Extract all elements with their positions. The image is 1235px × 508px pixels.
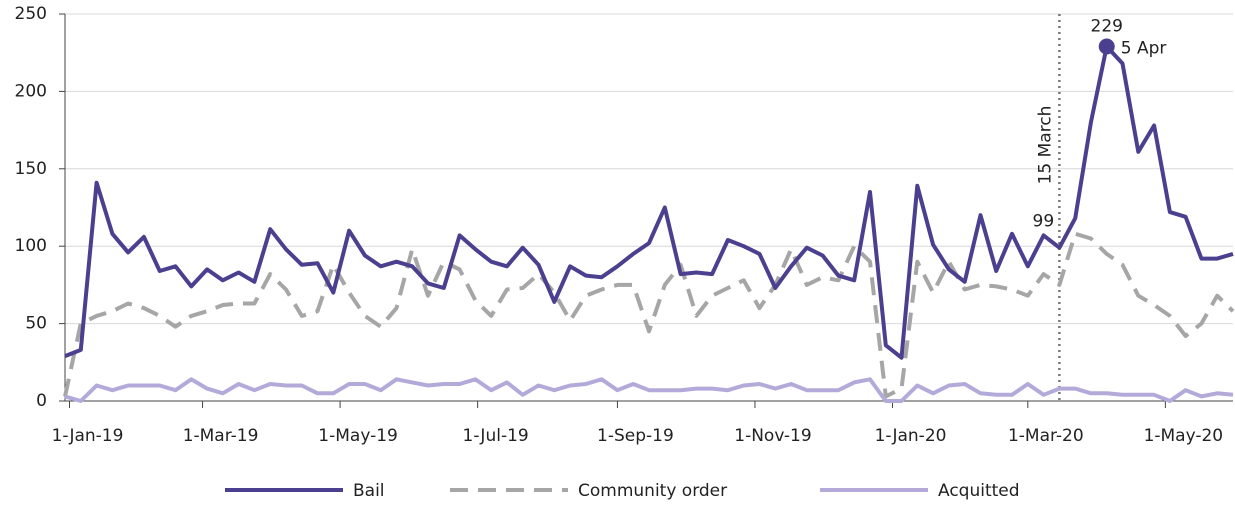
x-tick-label: 1-Mar-19 <box>183 426 259 446</box>
x-tick-label: 1-May-20 <box>1144 426 1224 446</box>
y-tick-label: 100 <box>15 236 47 256</box>
y-tick-label: 50 <box>25 314 47 334</box>
annotation: 5 Apr <box>1121 39 1167 59</box>
series-line <box>64 377 1234 403</box>
series-line <box>63 231 1235 399</box>
reference-label: 15 March <box>1035 106 1055 185</box>
y-tick-label: 250 <box>15 4 47 24</box>
legend-label: Bail <box>353 481 385 501</box>
x-tick-label: 1-Mar-20 <box>1008 426 1084 446</box>
highlight-marker <box>1098 38 1115 55</box>
x-tick-label: 1-Sep-19 <box>597 426 674 446</box>
legend-label: Acquitted <box>938 481 1020 501</box>
y-tick-label: 0 <box>36 391 47 411</box>
series-line <box>64 44 1234 360</box>
x-tick-label: 1-May-19 <box>318 426 398 446</box>
y-tick-label: 200 <box>15 81 47 101</box>
data-label: 229 <box>1091 17 1123 37</box>
x-tick-label: 1-Jul-19 <box>463 426 529 446</box>
legend-label: Community order <box>578 481 727 501</box>
x-tick-label: 1-Nov-19 <box>734 426 811 446</box>
x-tick-label: 1-Jan-20 <box>875 426 947 446</box>
data-label: 99 <box>1033 212 1055 232</box>
x-tick-label: 1-Jan-19 <box>52 426 124 446</box>
y-tick-label: 150 <box>15 159 47 179</box>
